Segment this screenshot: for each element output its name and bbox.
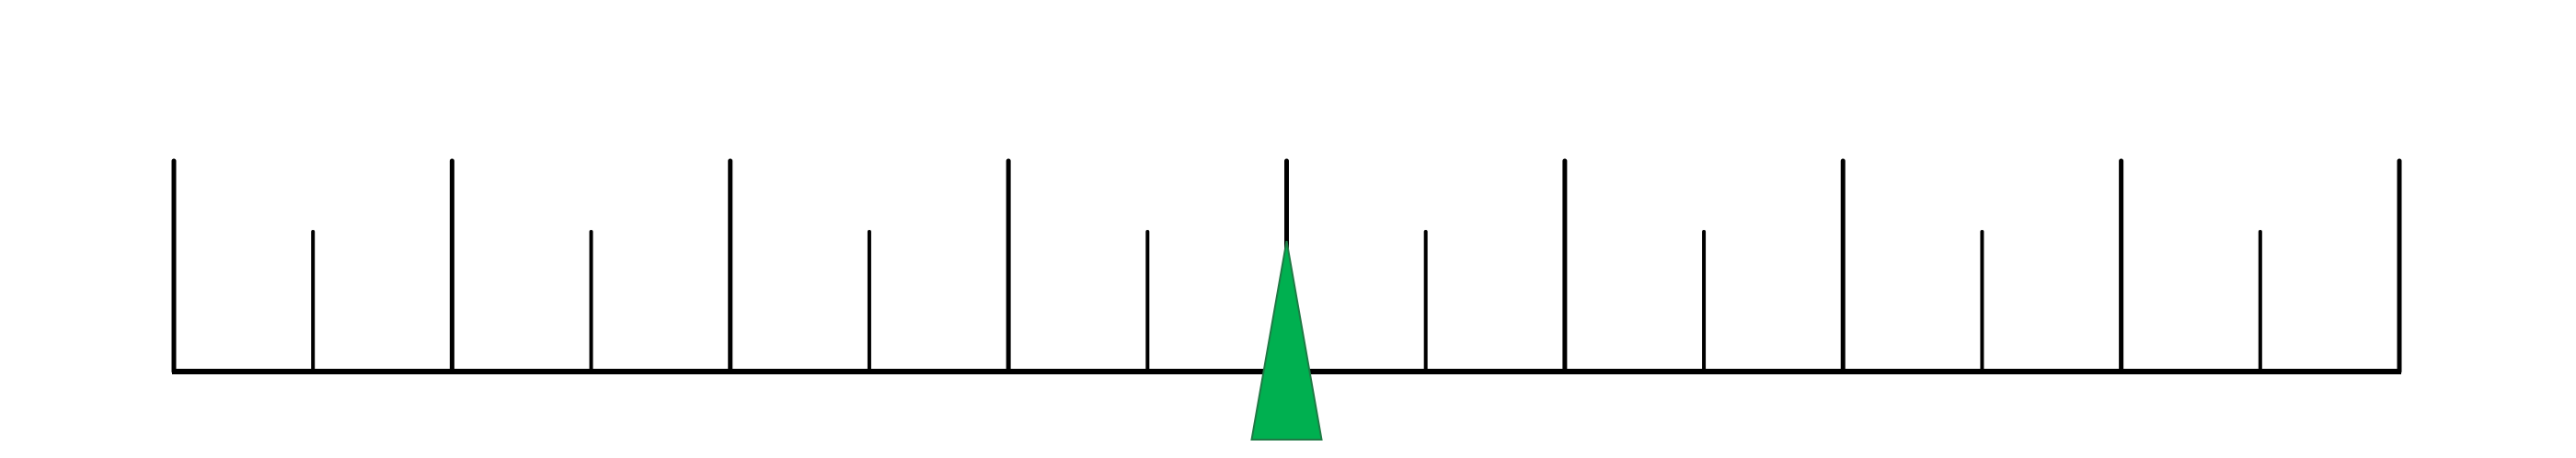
triangle-pointer-icon[interactable] <box>1250 240 1323 441</box>
tick-marks <box>171 158 2402 374</box>
